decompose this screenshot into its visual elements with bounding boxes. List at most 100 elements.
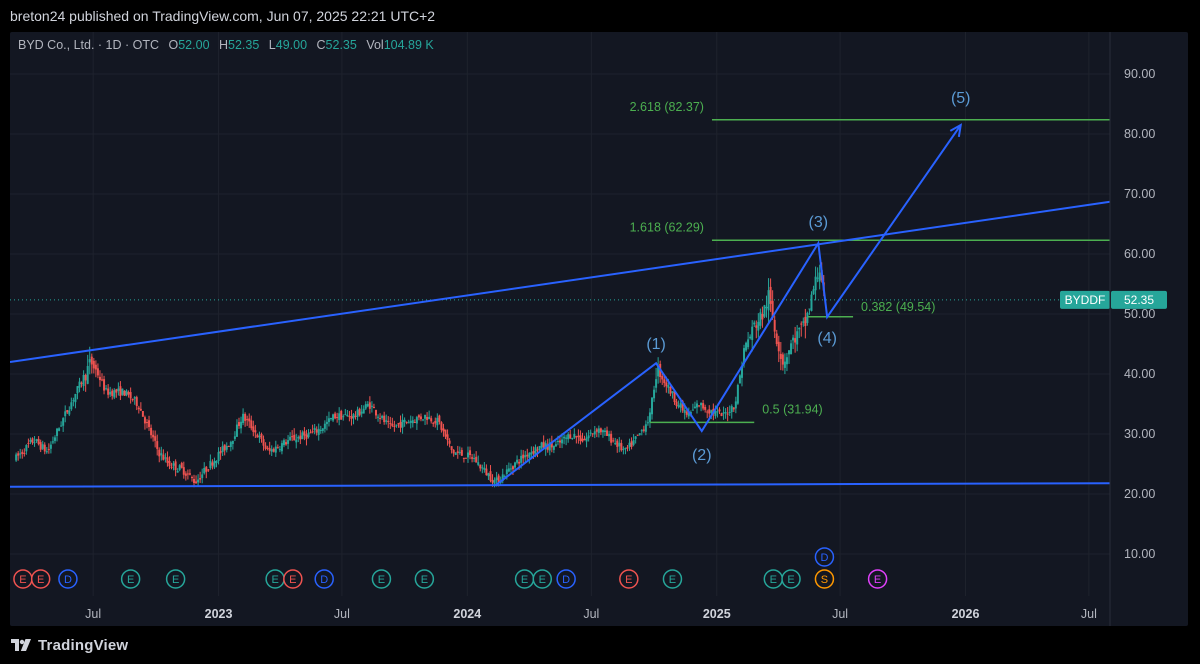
candle-body: [86, 365, 89, 384]
candle-body: [728, 411, 731, 413]
candle-body: [94, 364, 97, 370]
candle-body: [137, 407, 140, 410]
candle-body: [428, 416, 431, 420]
candle-body: [669, 386, 672, 394]
candle-body: [76, 386, 79, 394]
candle-body: [35, 439, 38, 442]
candle-body: [740, 366, 743, 378]
candle-body: [197, 479, 200, 483]
candle-body: [397, 423, 400, 425]
candle-body: [141, 410, 144, 417]
candle-body: [603, 430, 606, 433]
candle-body: [814, 276, 817, 291]
candle-body: [41, 444, 44, 449]
candle-body: [644, 424, 647, 432]
candle-body: [695, 403, 698, 408]
candle-body: [127, 392, 130, 395]
candle-body: [105, 388, 108, 390]
candle-body: [332, 414, 335, 421]
candle-body: [542, 441, 545, 448]
candle-body: [62, 418, 65, 426]
candle-body: [15, 454, 18, 461]
fib-level-label: 0.382 (49.54): [861, 300, 935, 314]
event-marker-label: E: [539, 574, 546, 586]
candle-body: [632, 440, 635, 445]
candle-body: [170, 466, 173, 468]
wave-label: (5): [951, 90, 971, 107]
tradingview-logo-icon[interactable]: [10, 638, 32, 652]
wave-label: (3): [809, 214, 829, 231]
candle-body: [53, 437, 56, 441]
candle-body: [561, 439, 564, 444]
candle-body: [773, 319, 776, 332]
close-value: 52.35: [325, 38, 357, 52]
candle-body: [33, 442, 36, 444]
candle-body: [704, 406, 707, 410]
candle-body: [675, 401, 678, 406]
candle-body: [507, 468, 510, 472]
candle-body: [70, 402, 73, 410]
candle-body: [285, 442, 288, 445]
candle-body: [358, 408, 361, 416]
low-value: 49.00: [275, 38, 308, 52]
event-marker: [867, 569, 888, 589]
candle-body: [242, 413, 245, 424]
low-label: L: [268, 38, 276, 52]
candle-body: [816, 277, 819, 279]
candle-body: [622, 448, 625, 450]
candle-body: [39, 442, 42, 450]
candle-body: [252, 426, 255, 432]
candle-body: [663, 379, 666, 384]
candle-body: [528, 453, 531, 458]
candle-body: [483, 467, 486, 470]
candle-body: [661, 375, 664, 380]
candle-body: [113, 390, 116, 398]
candle-body: [794, 338, 797, 343]
x-tick-label: 2026: [952, 607, 980, 621]
candle-body: [563, 436, 566, 439]
candle-body: [262, 439, 265, 446]
event-marker: [283, 569, 303, 589]
candle-body: [716, 411, 719, 413]
candle-body: [184, 473, 187, 476]
candle-body: [119, 386, 122, 396]
candle-body: [714, 410, 717, 416]
event-marker-label: D: [64, 574, 72, 586]
candle-body: [56, 428, 59, 436]
price-chart[interactable]: BYDDF 52.35 2.618 (82.37) 1.618 (62.29) 0.38…: [10, 32, 1188, 626]
candle-body: [88, 359, 91, 363]
candle-body: [43, 444, 46, 452]
candle-body: [501, 474, 504, 482]
candle-body: [456, 451, 459, 454]
candle-body: [413, 421, 416, 423]
event-marker: [371, 569, 392, 589]
chart-panel[interactable]: BYDDF 52.35 2.618 (82.37) 1.618 (62.29) 0.38…: [10, 32, 1188, 626]
candle-body: [25, 445, 28, 452]
event-marker: [556, 569, 576, 589]
volume-value: 104.89 K: [383, 38, 434, 52]
volume-label: Vol: [366, 38, 384, 52]
candle-body: [587, 435, 590, 439]
candle-body: [798, 328, 801, 330]
candle-body: [698, 405, 701, 407]
candle-body: [297, 437, 300, 439]
candle-body: [591, 433, 594, 435]
candle-body: [683, 410, 686, 413]
candle-body: [761, 313, 764, 320]
candle-body: [393, 425, 396, 427]
event-marker-label: E: [625, 574, 632, 586]
candle-body: [585, 437, 588, 442]
open-value: 52.00: [178, 38, 210, 52]
candle-body: [620, 443, 623, 451]
candle-body: [634, 436, 637, 439]
candle-body: [495, 477, 498, 481]
candle-body: [221, 446, 224, 452]
x-tick-label: 2023: [205, 607, 233, 621]
brand-name[interactable]: TradingView: [38, 636, 129, 654]
candle-body: [511, 466, 514, 470]
candle-body: [336, 417, 339, 419]
candle-body: [362, 408, 365, 414]
candle-body: [231, 440, 234, 444]
candle-body: [162, 454, 165, 460]
candle-body: [765, 306, 768, 309]
